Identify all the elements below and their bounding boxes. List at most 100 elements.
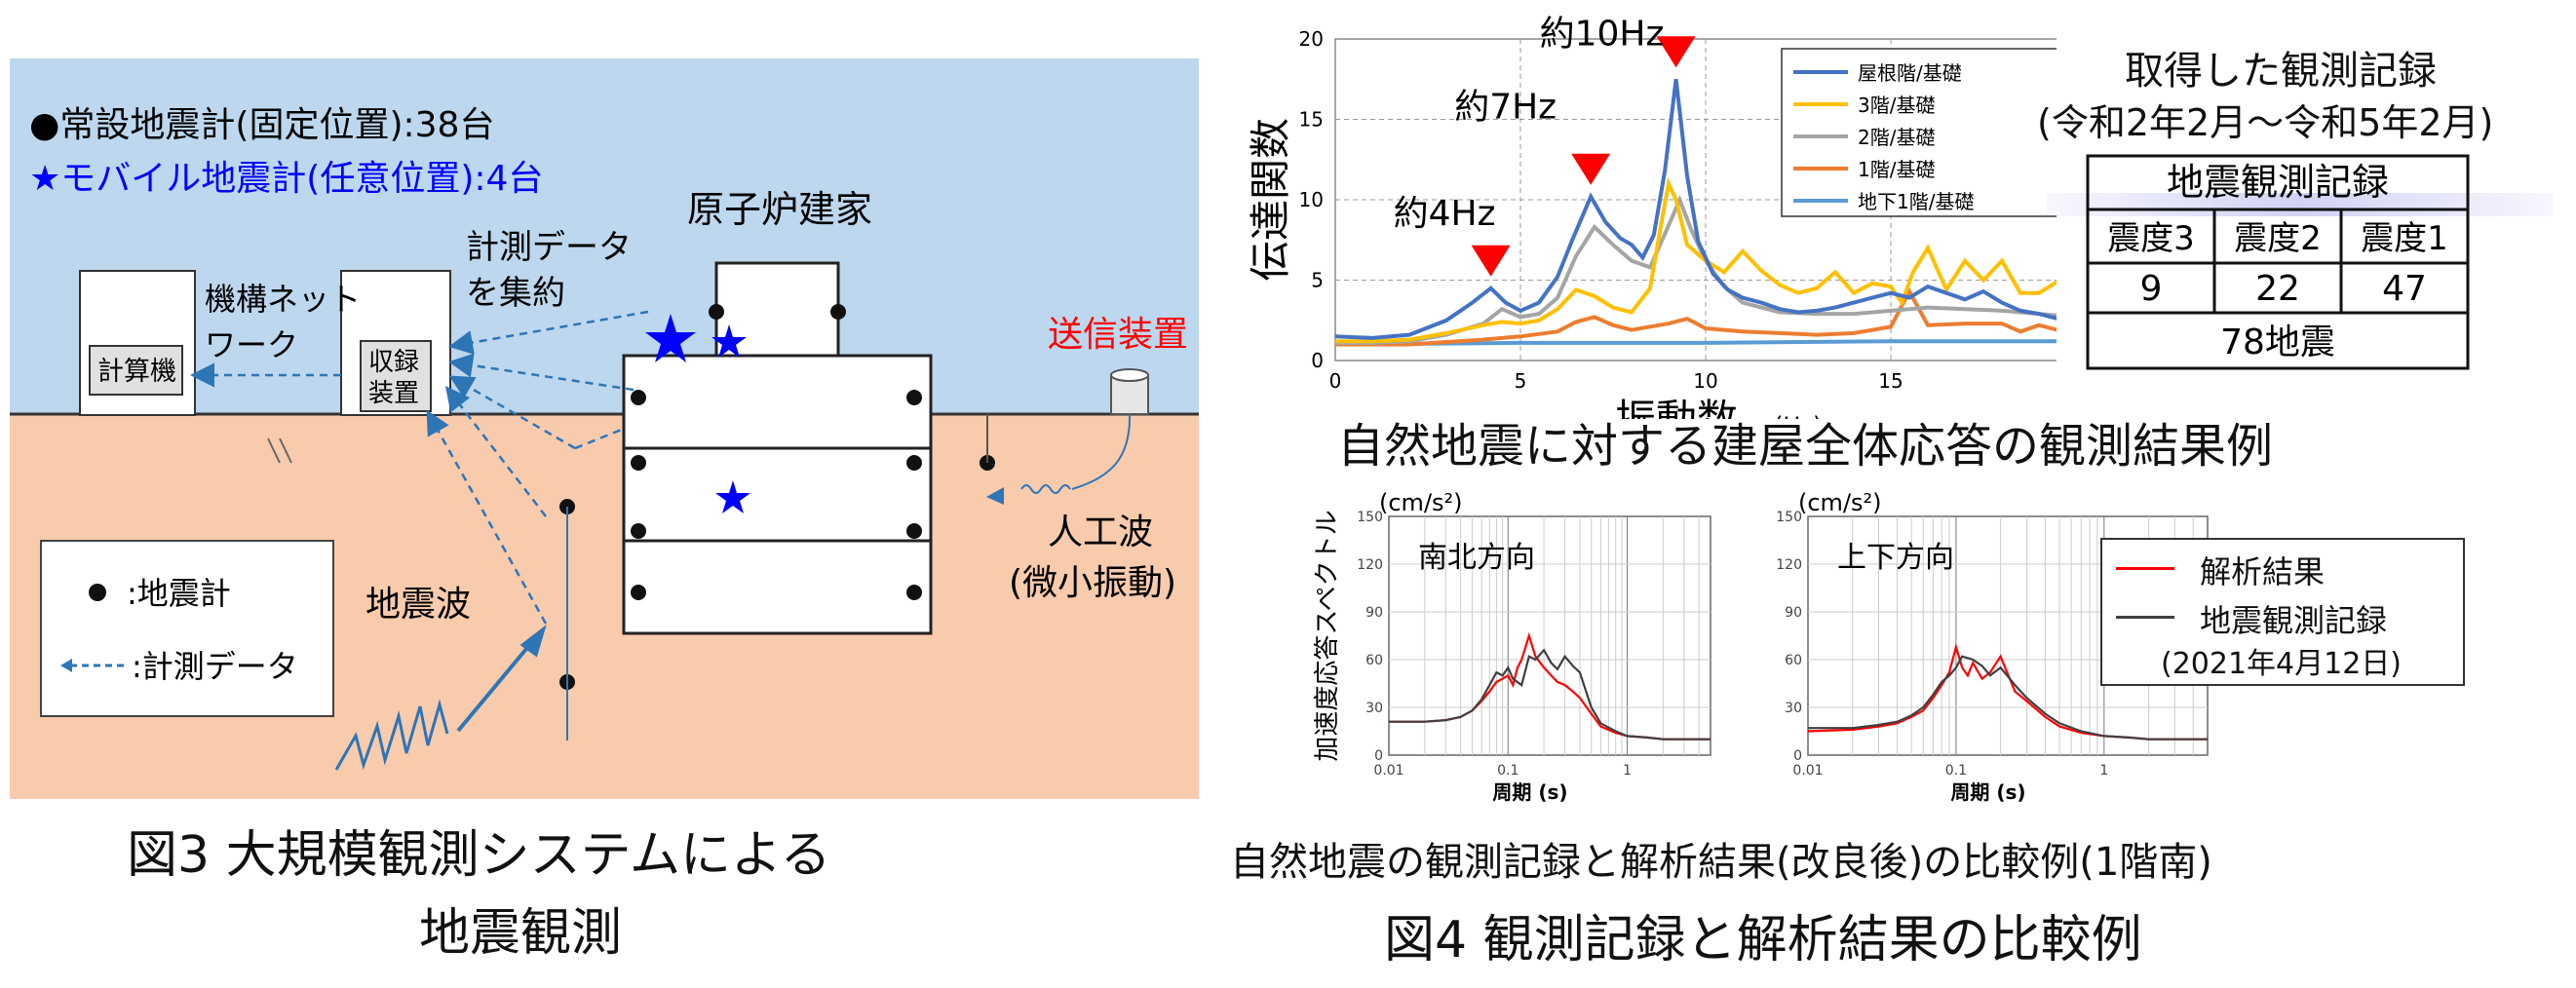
reactor-building-label: 原子炉建家 bbox=[687, 188, 872, 231]
series-line bbox=[1335, 176, 2057, 344]
records-table: 地震観測記録 震度3 震度2 震度1 9 22 47 78地震 bbox=[2086, 154, 2470, 370]
y-axis-label: 加速度応答スペクトル bbox=[1313, 510, 1342, 761]
x-tick-label: 5 bbox=[1515, 369, 1527, 393]
x-tick-label: 1 bbox=[1623, 763, 1632, 779]
y-tick-label: 120 bbox=[1357, 557, 1383, 573]
x-tick-label: 15 bbox=[1878, 369, 1903, 393]
peak-label: 約10Hz bbox=[1540, 14, 1665, 54]
recorder-box bbox=[360, 340, 432, 412]
series-line bbox=[1334, 79, 2057, 340]
legend-entry: 1階/基礎 bbox=[1858, 158, 1935, 181]
seismic-wave-icon bbox=[334, 624, 547, 771]
figure3-caption-line1: 図3 大規模観測システムによる bbox=[127, 826, 831, 885]
seismometer-dots bbox=[559, 304, 995, 690]
series-line bbox=[1334, 339, 2057, 347]
legend-analysis: 解析結果 bbox=[2200, 553, 2326, 590]
table-total: 78地震 bbox=[2220, 323, 2335, 362]
panel-title: 南北方向 bbox=[1418, 541, 1535, 575]
x-axis-unit: (Hz) bbox=[1774, 412, 1822, 419]
plot-area bbox=[1388, 515, 1711, 756]
peak-label: 約7Hz bbox=[1454, 88, 1557, 128]
peak-label: 約4Hz bbox=[1394, 194, 1496, 234]
x-tick-label: 10 bbox=[1693, 369, 1717, 393]
y-tick-label: 0 bbox=[1793, 748, 1802, 764]
key-box bbox=[40, 540, 334, 717]
y-tick-label: 120 bbox=[1776, 557, 1802, 573]
artificial-wave-label-2: (微小振動) bbox=[1009, 563, 1176, 603]
y-tick-label: 5 bbox=[1311, 269, 1324, 292]
measure-data-label-2: を集約 bbox=[466, 274, 565, 313]
table-header: 地震観測記録 bbox=[2167, 161, 2389, 204]
legend-entry: 地下1階/基礎 bbox=[1858, 190, 1974, 213]
table-col-3: 震度1 bbox=[2361, 219, 2448, 258]
panel-title: 上下方向 bbox=[1837, 541, 1954, 575]
series-line bbox=[1335, 286, 2057, 347]
legend-swatch-observed bbox=[2116, 616, 2174, 619]
x-tick-label: 0.1 bbox=[1945, 763, 1967, 779]
seismic-wave-label: 地震波 bbox=[365, 585, 471, 625]
legend-box bbox=[1781, 48, 2057, 217]
x-axis-label: 振動数 bbox=[1615, 396, 1738, 419]
sky bbox=[10, 58, 1199, 414]
y-tick-label: 150 bbox=[1357, 510, 1383, 525]
series-line bbox=[1389, 648, 1711, 741]
table-col-2: 震度2 bbox=[2234, 219, 2322, 258]
series-line bbox=[1335, 194, 2057, 345]
y-unit-label: (cm/s²) bbox=[1379, 489, 1463, 516]
measure-data-label-1: 計測データ bbox=[466, 228, 632, 267]
y-tick-label: 0 bbox=[1311, 349, 1324, 372]
table-val-3: 47 bbox=[2382, 269, 2427, 309]
y-tick-label: 90 bbox=[1785, 605, 1802, 621]
computer-box bbox=[89, 345, 183, 396]
y-tick-label: 10 bbox=[1299, 188, 1324, 211]
x-axis-label: 周期 (s) bbox=[1950, 780, 2025, 804]
series-line bbox=[1808, 655, 2208, 741]
peak-marker bbox=[1471, 245, 1511, 277]
figure3-diagram: ●常設地震計(固定位置):38台 ★モバイル地震計(任意位置):4台 原子炉建家… bbox=[10, 58, 1199, 799]
y-tick-label: 60 bbox=[1785, 653, 1802, 668]
legend-entry: 3階/基礎 bbox=[1858, 94, 1935, 117]
x-tick-label: 0.01 bbox=[1792, 763, 1823, 779]
x-axis-label: 周期 (s) bbox=[1492, 780, 1567, 804]
records-title: 取得した観測記録 bbox=[2125, 49, 2437, 94]
spectrum-legend: 解析結果 地震観測記録 (2021年4月12日) bbox=[2100, 538, 2465, 686]
y-tick-label: 30 bbox=[1365, 701, 1383, 716]
y-tick-label: 20 bbox=[1299, 27, 1324, 51]
records-period: (令和2年2月～令和5年2月) bbox=[2037, 101, 2494, 144]
y-tick-label: 90 bbox=[1365, 605, 1383, 621]
table-val-2: 22 bbox=[2255, 269, 2300, 309]
network-label-2: ワーク bbox=[205, 326, 298, 363]
y-tick-label: 60 bbox=[1365, 653, 1383, 668]
key-data: :計測データ bbox=[132, 648, 298, 685]
key-seismometer: :地震計 bbox=[127, 575, 231, 612]
figure3-caption-line2: 地震観測 bbox=[419, 904, 623, 963]
y-tick-label: 150 bbox=[1776, 510, 1802, 525]
peak-marker bbox=[1656, 36, 1696, 68]
subtitle-building-response: 自然地震に対する建屋全体応答の観測結果例 bbox=[1337, 419, 2274, 474]
legend-entry: 屋根階/基礎 bbox=[1858, 61, 1962, 85]
table-val-1: 9 bbox=[2140, 269, 2163, 309]
legend-mobile: ★モバイル地震計(任意位置):4台 bbox=[29, 159, 543, 199]
response-spectrum-ns-chart: 0 30 60 90 120 150 0.01 0.1 1 南北方向 (cm/s²) 周期 (s) 加速… bbox=[1313, 489, 1711, 804]
y-tick-label: 15 bbox=[1299, 108, 1324, 132]
peak-marker bbox=[1571, 153, 1611, 185]
y-tick-label: 0 bbox=[1374, 748, 1383, 764]
computer-label: 計算機 bbox=[97, 357, 176, 387]
y-tick-label: 30 bbox=[1785, 701, 1802, 716]
x-tick-label: 0 bbox=[1329, 369, 1342, 393]
data-flow-arrows bbox=[190, 310, 649, 625]
recorder-label-2: 装置 bbox=[368, 379, 419, 408]
legend-observed: 地震観測記録 bbox=[2200, 602, 2388, 639]
x-tick-label: 0.1 bbox=[1497, 763, 1519, 779]
legend-fixed: ●常設地震計(固定位置):38台 bbox=[29, 105, 494, 145]
legend-date: (2021年4月12日) bbox=[2161, 647, 2403, 681]
y-axis-label: 伝達関数 bbox=[1247, 118, 1294, 282]
table-col-1: 震度3 bbox=[2107, 219, 2195, 258]
x-tick-label: 1 bbox=[2099, 763, 2108, 779]
artificial-wave-label-1: 人工波 bbox=[1048, 513, 1153, 552]
figure4-caption: 図4 観測記録と解析結果の比較例 bbox=[1384, 911, 2142, 969]
reactor-building bbox=[622, 261, 933, 635]
subtitle-comparison: 自然地震の観測記録と解析結果(改良後)の比較例(1階南) bbox=[1230, 840, 2212, 885]
legend-swatch-analysis bbox=[2116, 567, 2174, 570]
transfer-function-chart: 0510152005101520約4Hz約7Hz約10Hz南北方向屋根階/基礎3… bbox=[1247, 14, 2057, 419]
